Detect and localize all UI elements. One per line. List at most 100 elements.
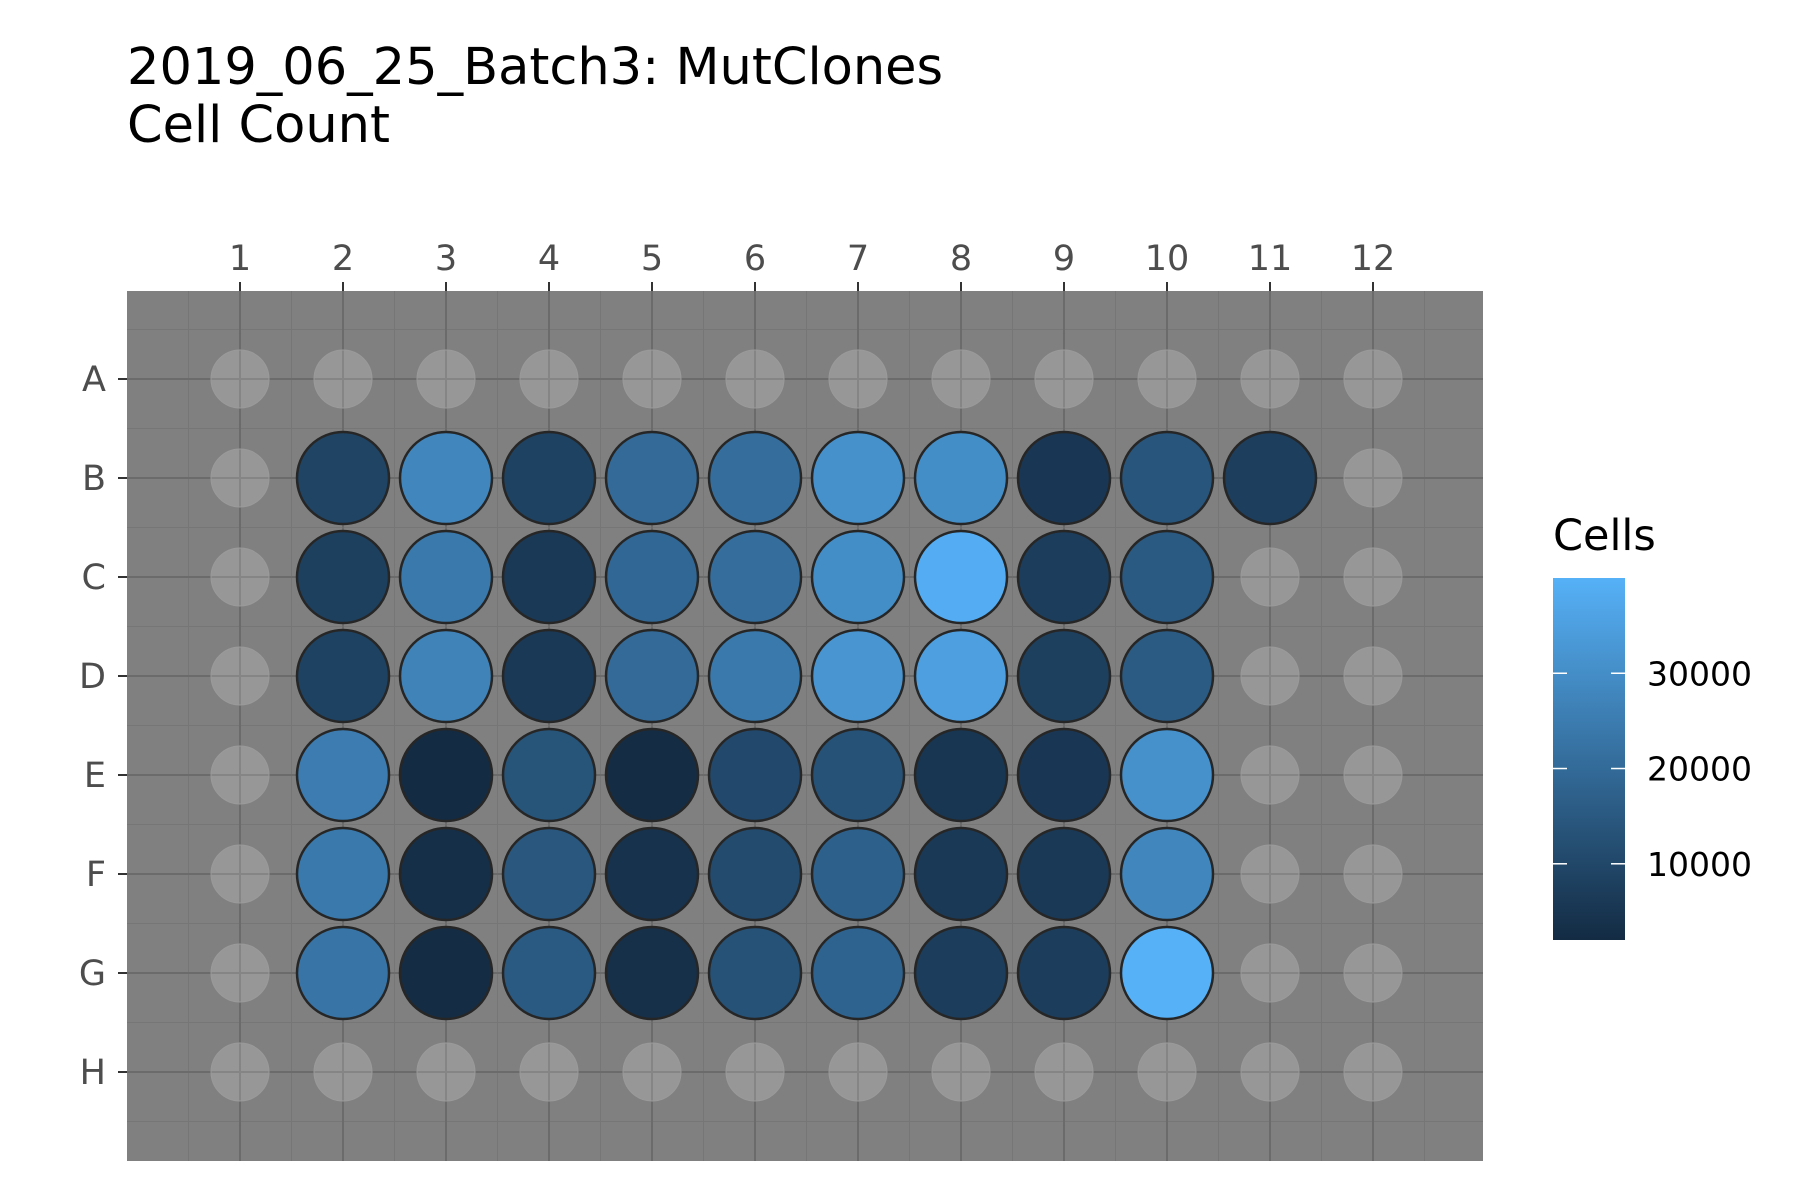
well-A10: [1137, 349, 1197, 409]
well-F11: [1240, 844, 1300, 904]
well-B11: [1222, 430, 1318, 526]
well-C12: [1343, 547, 1403, 607]
x-tick-label: 10: [1145, 239, 1190, 279]
well-D6: [707, 628, 803, 724]
y-tick-label: C: [82, 558, 106, 598]
well-H9: [1034, 1042, 1094, 1102]
well-H12: [1343, 1042, 1403, 1102]
x-tick-label: 5: [641, 239, 663, 279]
well-F10: [1119, 826, 1215, 922]
well-E3: [398, 727, 494, 823]
well-E11: [1240, 745, 1300, 805]
legend: Cells 10000 20000 30000: [1553, 511, 1752, 940]
legend-tick-label: 30000: [1647, 654, 1752, 693]
well-D5: [604, 628, 700, 724]
well-D1: [210, 646, 270, 706]
well-E6: [707, 727, 803, 823]
well-G8: [913, 925, 1009, 1021]
well-G2: [295, 925, 391, 1021]
well-H11: [1240, 1042, 1300, 1102]
well-H10: [1137, 1042, 1197, 1102]
well-D11: [1240, 646, 1300, 706]
well-D4: [501, 628, 597, 724]
x-tick-label: 4: [538, 239, 560, 279]
well-C2: [295, 529, 391, 625]
well-G5: [604, 925, 700, 1021]
well-A6: [725, 349, 785, 409]
well-F7: [810, 826, 906, 922]
legend-tick-label: 10000: [1647, 845, 1752, 884]
chart-title: 2019_06_25_Batch3: MutClones: [127, 38, 943, 97]
well-A8: [931, 349, 991, 409]
well-E8: [913, 727, 1009, 823]
plot-panel: [127, 291, 1483, 1161]
well-H1: [210, 1042, 270, 1102]
well-E1: [210, 745, 270, 805]
well-H7: [828, 1042, 888, 1102]
well-F12: [1343, 844, 1403, 904]
well-E5: [604, 727, 700, 823]
well-F9: [1016, 826, 1112, 922]
well-C7: [810, 529, 906, 625]
well-B9: [1016, 430, 1112, 526]
well-E12: [1343, 745, 1403, 805]
well-C5: [604, 529, 700, 625]
well-G10: [1119, 925, 1215, 1021]
y-tick-label: H: [80, 1053, 106, 1093]
well-A4: [519, 349, 579, 409]
well-C4: [501, 529, 597, 625]
well-F2: [295, 826, 391, 922]
legend-tick-label: 20000: [1647, 750, 1752, 789]
well-C9: [1016, 529, 1112, 625]
well-F8: [913, 826, 1009, 922]
y-tick-label: B: [82, 459, 106, 499]
well-A11: [1240, 349, 1300, 409]
well-D3: [398, 628, 494, 724]
well-F3: [398, 826, 494, 922]
x-tick-label: 1: [229, 239, 251, 279]
well-H3: [416, 1042, 476, 1102]
well-E7: [810, 727, 906, 823]
well-G4: [501, 925, 597, 1021]
well-E2: [295, 727, 391, 823]
well-C1: [210, 547, 270, 607]
well-D9: [1016, 628, 1112, 724]
well-C11: [1240, 547, 1300, 607]
well-G12: [1343, 943, 1403, 1003]
well-F4: [501, 826, 597, 922]
well-H2: [313, 1042, 373, 1102]
well-A5: [622, 349, 682, 409]
well-B5: [604, 430, 700, 526]
legend-ticks: 10000 20000 30000: [1553, 654, 1752, 884]
y-tick-label: E: [84, 756, 106, 796]
well-G9: [1016, 925, 1112, 1021]
well-D10: [1119, 628, 1215, 724]
well-G11: [1240, 943, 1300, 1003]
well-C10: [1119, 529, 1215, 625]
well-E4: [501, 727, 597, 823]
x-tick-label: 8: [950, 239, 972, 279]
x-tick-label: 12: [1351, 239, 1396, 279]
well-F1: [210, 844, 270, 904]
well-B12: [1343, 448, 1403, 508]
well-H5: [622, 1042, 682, 1102]
well-G1: [210, 943, 270, 1003]
well-C6: [707, 529, 803, 625]
x-tick-label: 9: [1053, 239, 1075, 279]
well-G3: [398, 925, 494, 1021]
well-H6: [725, 1042, 785, 1102]
legend-colorbar: [1553, 578, 1625, 940]
well-G6: [707, 925, 803, 1021]
well-B6: [707, 430, 803, 526]
well-C8: [913, 529, 1009, 625]
well-B10: [1119, 430, 1215, 526]
well-B2: [295, 430, 391, 526]
well-B3: [398, 430, 494, 526]
well-D2: [295, 628, 391, 724]
well-A2: [313, 349, 373, 409]
well-D12: [1343, 646, 1403, 706]
well-F6: [707, 826, 803, 922]
x-axis: 1 2 3 4 5 6 7 8 9 10 11 12: [229, 239, 1395, 291]
y-tick-label: D: [79, 657, 106, 697]
